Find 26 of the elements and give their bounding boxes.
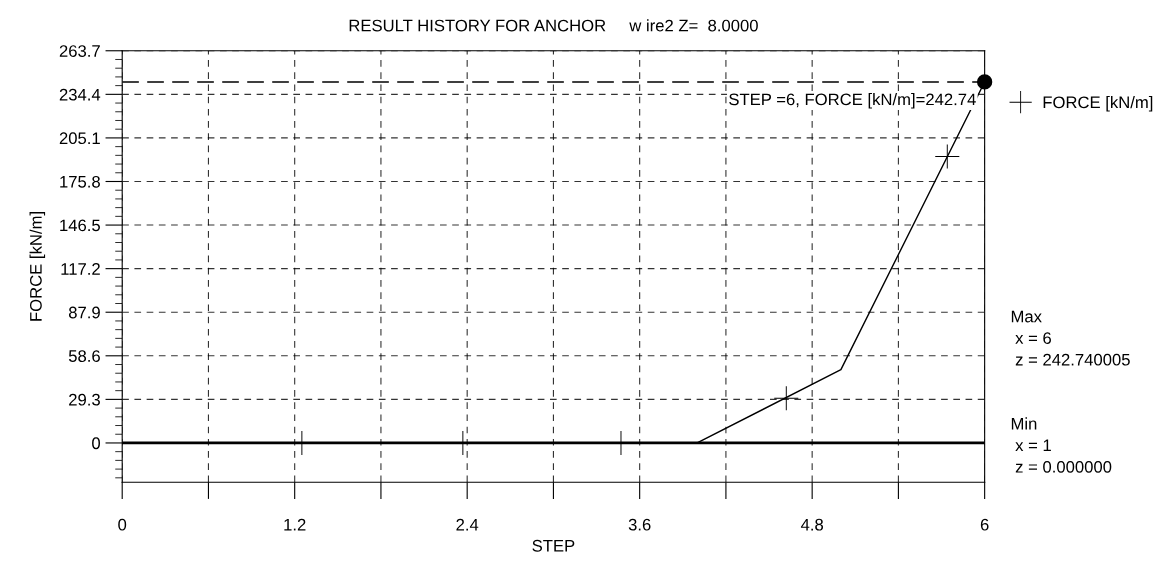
y-tick-label: 58.6 <box>68 350 100 362</box>
y-tick-label: 234.4 <box>59 88 101 101</box>
y-tick-label: 263.7 <box>59 45 100 57</box>
x-tick-label: 1.2 <box>284 518 306 531</box>
y-axis-title: FORCE [kN/m] <box>29 212 46 321</box>
x-tick-label: 3.6 <box>628 518 651 531</box>
point <box>935 144 960 169</box>
point <box>774 386 799 411</box>
chart-title: RESULT HISTORY FOR ANCHOR w ire2 Z= 8.0000 <box>349 19 758 32</box>
y-tick-label: 146.5 <box>60 219 100 232</box>
legend-label: FORCE [kN/m] <box>1043 95 1153 112</box>
y-tick-label: 117.2 <box>61 263 100 275</box>
x-axis-title: STEP <box>532 539 575 552</box>
y-tick-label: 205.1 <box>59 132 100 145</box>
y-tick-label: 29.3 <box>69 393 100 406</box>
x-tick-label: 4.8 <box>800 518 824 531</box>
x-tick-label: 6 <box>980 518 989 531</box>
x-tick-label: 0 <box>118 518 127 531</box>
text: Min x = 1 z = 0.000000 <box>1011 417 1112 473</box>
point <box>977 74 993 90</box>
x-tick-label: 2.4 <box>456 518 479 531</box>
y-tick-label: 87.9 <box>68 306 100 319</box>
y-tick-label: 0 <box>92 437 101 450</box>
annotation: STEP =6, FORCE [kN/m]=242.74 <box>729 93 976 109</box>
y-tick-label: 175.8 <box>60 175 100 188</box>
text: Max x = 6 z = 242.740005 <box>1011 310 1130 366</box>
